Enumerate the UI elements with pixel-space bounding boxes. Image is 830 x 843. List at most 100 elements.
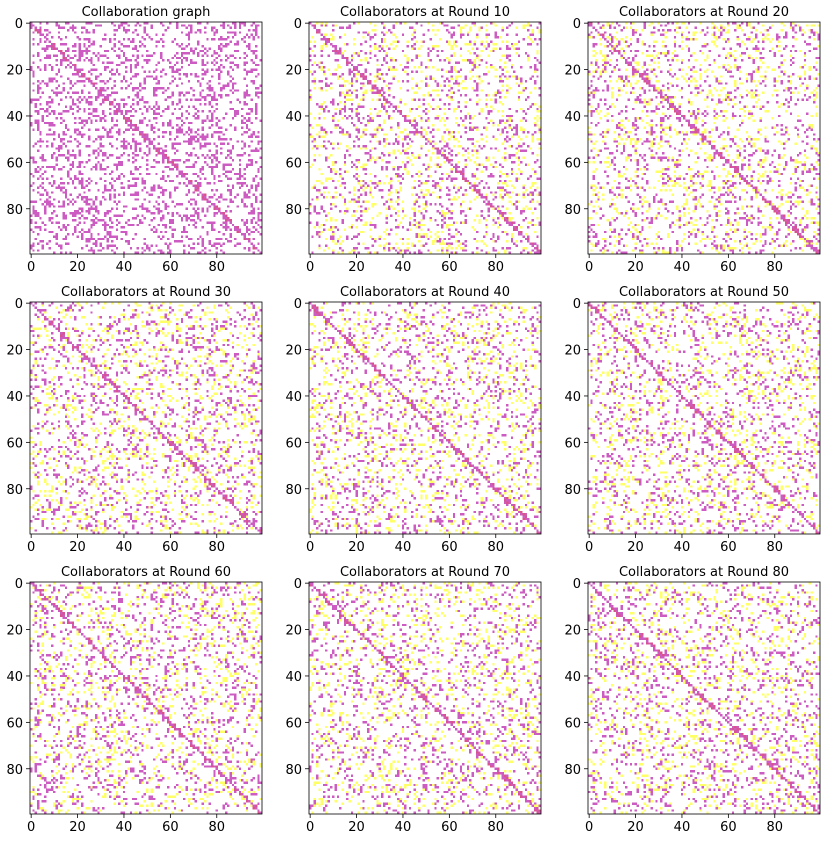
heatmap-cell: [185, 92, 187, 94]
heatmap-cell: [246, 231, 248, 233]
heatmap-cell: [130, 106, 132, 108]
heatmap-cell: [218, 175, 220, 177]
heatmap-cell: [160, 187, 162, 189]
heatmap-cell: [243, 205, 245, 207]
heatmap-cell: [130, 145, 132, 147]
heatmap-cell: [365, 164, 367, 166]
heatmap-cell: [253, 52, 255, 54]
heatmap-cell: [344, 198, 346, 200]
heatmap-cell: [123, 145, 125, 147]
heatmap-cell: [37, 187, 39, 189]
heatmap-cell: [190, 136, 192, 138]
heatmap-cell: [134, 48, 136, 50]
heatmap-cell: [185, 59, 187, 61]
heatmap-cell: [188, 182, 190, 184]
heatmap-cell: [339, 194, 341, 196]
heatmap-cell: [195, 108, 197, 110]
heatmap-cell: [32, 182, 34, 184]
heatmap-cell: [446, 208, 448, 210]
heatmap-cell: [95, 217, 97, 219]
heatmap-cell: [358, 242, 360, 244]
heatmap-cell: [451, 36, 453, 38]
heatmap-cell: [488, 110, 490, 112]
heatmap-cell: [478, 194, 480, 196]
heatmap-cell: [522, 129, 524, 131]
heatmap-cell: [225, 157, 227, 159]
heatmap-cell: [351, 215, 353, 217]
heatmap-cell: [107, 131, 109, 133]
heatmap-cell: [318, 231, 320, 233]
heatmap-cell: [123, 194, 125, 196]
heatmap-cell: [246, 226, 248, 228]
heatmap-cell: [444, 108, 446, 110]
heatmap-cell: [127, 85, 129, 87]
heatmap-cell: [353, 194, 355, 196]
heatmap-cell: [109, 196, 111, 198]
heatmap-cell: [402, 34, 404, 36]
heatmap-cell: [162, 189, 164, 191]
heatmap-cell: [360, 215, 362, 217]
heatmap-cell: [404, 136, 406, 138]
heatmap-cell: [209, 85, 211, 87]
heatmap-cell: [332, 235, 334, 237]
heatmap-cell: [79, 170, 81, 172]
heatmap-cell: [346, 150, 348, 152]
heatmap-cell: [388, 152, 390, 154]
heatmap-cell: [257, 24, 259, 26]
heatmap-cell: [444, 145, 446, 147]
heatmap-cell: [199, 235, 201, 237]
heatmap-cell: [158, 224, 160, 226]
heatmap-cell: [376, 184, 378, 186]
heatmap-cell: [62, 131, 64, 133]
heatmap-cell: [474, 61, 476, 63]
heatmap-cell: [172, 222, 174, 224]
heatmap-cell: [499, 75, 501, 77]
heatmap-cell: [444, 124, 446, 126]
heatmap-cell: [515, 228, 517, 230]
heatmap-cell: [423, 34, 425, 36]
y-tick-label: 0: [15, 17, 23, 32]
heatmap-cell: [457, 82, 459, 84]
heatmap-cell: [406, 228, 408, 230]
heatmap-cell: [72, 99, 74, 101]
heatmap-cell: [35, 99, 37, 101]
heatmap-cell: [460, 242, 462, 244]
heatmap-cell: [211, 29, 213, 31]
heatmap-cell: [220, 48, 222, 50]
heatmap-cell: [190, 73, 192, 75]
heatmap-cell: [172, 164, 174, 166]
heatmap-cell: [125, 122, 127, 124]
heatmap-cell: [471, 61, 473, 63]
heatmap-cell: [95, 164, 97, 166]
heatmap-cell: [51, 36, 53, 38]
heatmap-cell: [118, 164, 120, 166]
heatmap-cell: [432, 78, 434, 80]
heatmap-cell: [402, 143, 404, 145]
heatmap-cell: [439, 238, 441, 240]
heatmap-cell: [160, 217, 162, 219]
heatmap-cell: [137, 224, 139, 226]
heatmap-cell: [206, 201, 208, 203]
heatmap-cell: [243, 36, 245, 38]
heatmap-cell: [79, 101, 81, 103]
heatmap-cell: [69, 80, 71, 82]
heatmap-cell: [181, 231, 183, 233]
heatmap-cell: [406, 157, 408, 159]
heatmap-cell: [144, 82, 146, 84]
heatmap-cell: [374, 54, 376, 56]
heatmap-cell: [67, 50, 69, 52]
heatmap-cell: [337, 240, 339, 242]
heatmap-cell: [455, 228, 457, 230]
heatmap-cell: [213, 59, 215, 61]
heatmap-cell: [386, 242, 388, 244]
heatmap-cell: [153, 126, 155, 128]
heatmap-cell: [141, 87, 143, 89]
heatmap-cell: [448, 228, 450, 230]
heatmap-cell: [79, 131, 81, 133]
heatmap-cell: [448, 131, 450, 133]
heatmap-cell: [367, 119, 369, 121]
heatmap-cell: [423, 215, 425, 217]
heatmap-cell: [236, 43, 238, 45]
heatmap-cell: [127, 124, 129, 126]
heatmap-cell: [211, 27, 213, 29]
